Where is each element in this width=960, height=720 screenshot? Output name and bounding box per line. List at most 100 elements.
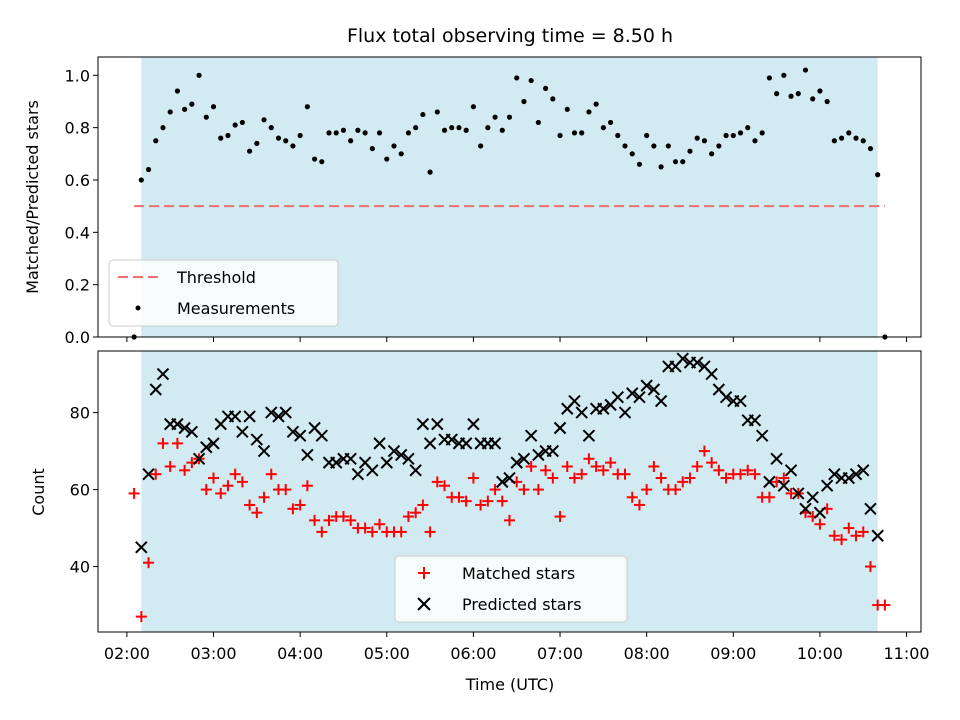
matched-star-point: [749, 468, 761, 480]
matched-star-point: [525, 460, 537, 472]
matched-star-point: [568, 472, 580, 484]
matched-star-point: [128, 487, 140, 499]
predicted-star-point: [799, 502, 812, 516]
predicted-star-point: [293, 429, 307, 442]
x-axis-label: Time (UTC): [465, 675, 554, 694]
measurement-point: [427, 169, 433, 175]
measurement-point: [348, 138, 354, 144]
measurement-point: [478, 143, 484, 149]
bottom-plot-frame: [97, 350, 922, 633]
predicted-star-point: [828, 467, 841, 481]
measurement-point: [196, 72, 202, 78]
predicted-star-point: [842, 471, 856, 485]
top-panel: 0.0 0.2 0.4 0.6 0.8 1.0 Flux total observing …: [23, 25, 922, 347]
measurement-point: [247, 148, 253, 154]
measurement-point: [174, 88, 181, 94]
x-tick-label: 08:00: [624, 644, 670, 663]
measurement-point: [745, 125, 751, 131]
measurement-point: [651, 143, 657, 149]
measurement-point: [672, 159, 679, 165]
matched-star-point: [547, 472, 559, 484]
bottom-x-ticks: 02:00 03:00 04:00 05:00 06:00 07:00 08:00 09:00…: [104, 632, 930, 663]
legend-measurements-swatch: [135, 305, 141, 311]
predicted-star-point: [459, 437, 473, 450]
matched-star-point: [720, 472, 732, 484]
matched-star-point: [698, 445, 710, 457]
predicted-star-point: [626, 387, 639, 400]
matched-star-point: [554, 511, 566, 523]
measurement-point: [261, 117, 267, 123]
predicted-star-point: [330, 456, 343, 469]
measurement-point: [333, 130, 339, 136]
measurement-point: [579, 130, 585, 136]
measurement-point: [225, 132, 231, 139]
predicted-star-point: [748, 414, 762, 427]
measurement-point: [268, 125, 274, 131]
matched-star-point: [864, 561, 876, 573]
bottom-legend-box: [394, 555, 628, 623]
measurement-point: [658, 164, 664, 170]
predicted-star-point: [618, 406, 632, 419]
predicted-star-point: [496, 475, 509, 489]
measurement-point: [470, 104, 477, 110]
measurement-point: [795, 91, 801, 97]
matched-star-point: [828, 530, 840, 542]
top-y-ticks: 0.0 0.2 0.4 0.6 0.8 1.0: [65, 66, 98, 347]
measurement-point: [167, 109, 173, 115]
predicted-star-point: [236, 425, 249, 439]
matched-star-point: [655, 472, 667, 484]
matched-star-point: [439, 480, 451, 492]
matched-star-point: [619, 468, 631, 480]
measurement-point: [701, 138, 708, 144]
bottom-y-axis-label: Count: [29, 468, 48, 516]
top-y-tick-label: 0.6: [65, 171, 90, 190]
measurement-point: [593, 101, 599, 107]
matched-star-point: [641, 484, 653, 496]
measurement-points: [131, 67, 888, 340]
matched-star-point: [208, 472, 220, 484]
predicted-star-point: [265, 406, 278, 419]
predicted-star-point: [510, 456, 523, 469]
matched-star-point: [229, 468, 241, 480]
measurement-point: [607, 119, 614, 126]
predicted-star-point: [813, 506, 827, 519]
predicted-star-point: [467, 417, 480, 431]
measurement-point: [687, 148, 693, 154]
predicted-star-point: [192, 452, 206, 465]
predicted-star-point: [575, 406, 588, 419]
matched-star-point: [648, 460, 660, 472]
predicted-star-point: [373, 437, 386, 450]
measurement-point: [355, 127, 361, 133]
predicted-star-point: [755, 429, 769, 442]
matched-star-point: [691, 460, 703, 472]
matched-star-point: [135, 611, 147, 623]
predicted-star-point: [871, 529, 884, 542]
measurement-point: [492, 114, 498, 120]
bottom-y-tick-label: 80: [70, 404, 90, 423]
predicted-star-point: [351, 467, 365, 481]
measurement-point: [160, 125, 166, 131]
measurement-point: [557, 132, 563, 139]
matched-star-point: [857, 526, 869, 538]
matched-star-point: [482, 495, 494, 507]
matched-star-point: [157, 437, 169, 449]
predicted-star-point: [366, 464, 379, 477]
matched-star-point: [778, 472, 790, 484]
measurement-point: [571, 130, 578, 136]
predicted-star-point: [734, 394, 747, 408]
measurement-point: [564, 106, 570, 112]
matched-star-point: [496, 495, 508, 507]
matched-star-point: [814, 518, 826, 530]
measurement-point: [766, 75, 772, 81]
predicted-star-point: [705, 367, 718, 381]
predicted-star-point: [228, 410, 242, 423]
measurement-point: [846, 130, 852, 136]
x-tick-label: 03:00: [190, 644, 236, 663]
matched-star-point: [590, 460, 602, 472]
measurement-point: [203, 114, 209, 120]
predicted-star-point: [777, 479, 791, 492]
measurement-point: [709, 151, 715, 157]
measurement-point: [586, 109, 592, 115]
predicted-star-point: [654, 394, 668, 408]
matched-star-point: [244, 499, 256, 511]
